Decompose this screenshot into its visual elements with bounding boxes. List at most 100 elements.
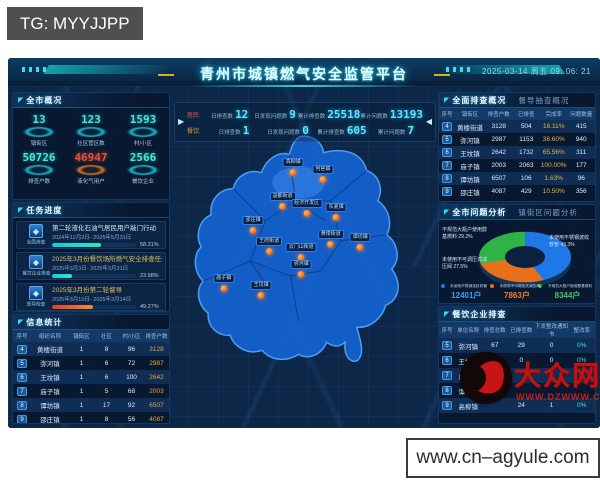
progress-track [52, 243, 136, 247]
table-cell: 67 [491, 342, 499, 349]
chart-callout: 不规范大瓶户使用醇基燃料 29.2% [442, 227, 488, 240]
row-index-cell: 9 [439, 185, 455, 198]
tab-city-problems[interactable]: 全市问题分析 [452, 207, 507, 217]
table-cell: 2987 [149, 359, 164, 367]
task-cube-icon: ◆ [29, 224, 43, 238]
header-dots-icon [22, 67, 46, 72]
panel-arrow-icon: ◤ [444, 310, 450, 318]
table-cell: 5 [104, 387, 109, 395]
table-cell: 谭坊镇 [460, 176, 480, 184]
carousel-next-icon[interactable]: ◀ [425, 117, 432, 126]
table-cell: 8 [104, 345, 109, 353]
town-label: 邵庄镇 [242, 216, 264, 226]
table-cell: 177 [575, 162, 587, 169]
column-header: 组织名称 [31, 330, 69, 342]
stat-value: 25518 [327, 107, 361, 121]
column-header: 排查户数 [485, 108, 513, 120]
map-marker[interactable]: 益都街道 [269, 184, 296, 211]
location-pin-icon [279, 203, 287, 211]
table-cell [482, 398, 509, 413]
panel-title: 全市概况 [26, 95, 63, 105]
table-cell: 2003 [491, 162, 506, 169]
map-marker[interactable]: 邵庄镇 [242, 208, 264, 235]
tab-supervision-check[interactable]: 督导抽查概况 [518, 95, 570, 105]
location-pin-icon [257, 291, 265, 299]
row-index-cell: 4 [439, 120, 455, 133]
task-card[interactable]: ◆ 督导检查 2025年3月份第二轮督导 2025年3月10日- 2025年3月… [16, 283, 166, 311]
table-cell: 4087 [149, 415, 164, 423]
stat-card: 50726 排查户数 [13, 151, 65, 185]
map-marker[interactable]: 云门山街道 [285, 235, 317, 262]
tab-town-problems[interactable]: 镇街区问题分析 [518, 207, 578, 217]
table-cell: 96 [577, 175, 585, 182]
table-cell: 68 [127, 387, 136, 395]
map-marker[interactable]: 王坟镇 [250, 273, 272, 299]
pedestal-glow [22, 126, 56, 138]
table-row: 5 弥河镇 2987 1153 38.60% 940 [439, 133, 595, 146]
progress-percent: 49.27% [140, 304, 159, 310]
town-label: 东夏镇 [325, 202, 347, 212]
map-marker[interactable]: 王府街道 [256, 229, 283, 255]
watermark-site-box: www.cn–agyule.com [406, 438, 600, 478]
table-cell: 谭坊镇 [40, 403, 60, 410]
map-marker[interactable]: 庙子镇 [213, 266, 235, 292]
table-cell: 邵庄镇 [40, 417, 60, 424]
datetime-display: 2025-03-14 周五 09: 06: 21 [482, 67, 591, 76]
info-stats-table: 序号 组织名称 镇街区 社区 村/小区 排查户数 4 黄楼街道 1 8 96 3128 5 弥河镇 1 6 7… [13, 330, 169, 424]
watermark-tg-tag: TG: MYYJJPP [7, 7, 143, 40]
map-marker[interactable]: 何官镇 [312, 157, 334, 184]
map-marker[interactable]: 高柳镇 [282, 150, 304, 177]
page-title: 青州市城镇燃气安全监管平台 [200, 66, 408, 82]
pedestal-glow [74, 164, 108, 176]
stat-value: 13 [32, 113, 46, 126]
row-index-cell: 9 [439, 398, 455, 413]
progress-track [52, 305, 136, 309]
table-cell: 弥河镇 [458, 343, 479, 351]
panel-catering-survey: ◤ 餐饮企业排查 序号 单位名称 排查总数 已排查数 下发整改通知书 整改率 5 弥河镇 67… [438, 306, 596, 424]
table-cell: 高柳镇 [458, 403, 479, 411]
column-header: 整改率 [568, 322, 595, 338]
table-row: 9 邵庄镇 1 8 56 4087 [13, 412, 169, 424]
map-marker[interactable]: 弥河镇 [290, 252, 312, 279]
table-cell: 16.11% [542, 123, 565, 130]
table-cell: 356 [575, 188, 587, 195]
task-card[interactable]: ◆ 全面排查 第二轮液化石油气居民用户敲门行动 2024年12月2日- 2025… [16, 221, 166, 249]
panel-info-statistics: ◤ 信息统计 序号 组织名称 镇街区 社区 村/小区 排查户数 4 黄楼街道 1 8 96 3128… [12, 314, 170, 424]
town-label: 王府街道 [256, 236, 283, 246]
stat-label: 日发现问题数 [267, 129, 301, 136]
legend-item: 未使用不锈钢波纹软管 12401户 [441, 283, 492, 301]
row-index-badge: 8 [17, 400, 27, 410]
table-cell [569, 368, 596, 383]
table-cell: 1153 [519, 136, 534, 143]
table-cell: 24 [517, 402, 525, 409]
pedestal-glow [74, 126, 108, 138]
task-cube-icon: ◆ [29, 255, 43, 269]
dashboard: 高柳镇 何官镇 益都街道 经济开发区 东夏镇 邵庄镇 黄楼街道 谭坊镇 王府街道… [8, 58, 600, 428]
task-card[interactable]: ◆ 餐饮企业排查 2025年3月份餐饮场所燃气安全排查任务 2025年3月3日-… [16, 252, 166, 280]
town-label: 云门山街道 [285, 243, 317, 253]
city-map[interactable]: 高柳镇 何官镇 益都街道 经济开发区 东夏镇 邵庄镇 黄楼街道 谭坊镇 王府街道… [170, 88, 438, 428]
column-header: 排查总数 [481, 322, 508, 338]
stat-value: 0 [302, 123, 309, 137]
row-index-cell: 5 [13, 356, 31, 370]
map-marker[interactable]: 黄楼街道 [317, 222, 344, 248]
tab-full-survey[interactable]: 全面排查概况 [452, 95, 507, 105]
progress-percent: 58.31% [140, 242, 159, 248]
row-index-cell: 8 [439, 172, 455, 185]
table-cell: 1732 [519, 149, 534, 156]
legend-label: 未使用不可调压式减压阀 [499, 283, 540, 288]
table-header-row: 序号 单位名称 排查总数 已排查数 下发整改通知书 整改率 [439, 322, 595, 338]
row-index-badge: 6 [442, 356, 452, 365]
map-marker[interactable]: 经济开发区 [291, 191, 323, 218]
table-cell: 38.60% [542, 136, 565, 143]
map-marker[interactable]: 东夏镇 [325, 195, 347, 221]
table-cell: 0 [549, 357, 554, 364]
table-cell [482, 368, 509, 383]
table-cell: 940 [575, 136, 587, 143]
stat-card: 1593 村/小区 [117, 113, 169, 147]
row-index-badge: 7 [17, 386, 27, 396]
table-cell: 1 [79, 359, 84, 367]
carousel-prev-icon[interactable]: ▶ [178, 117, 185, 126]
task-name: 2025年3月份餐饮场所燃气安全排查任务 [52, 256, 162, 263]
map-marker[interactable]: 谭坊镇 [349, 225, 371, 252]
